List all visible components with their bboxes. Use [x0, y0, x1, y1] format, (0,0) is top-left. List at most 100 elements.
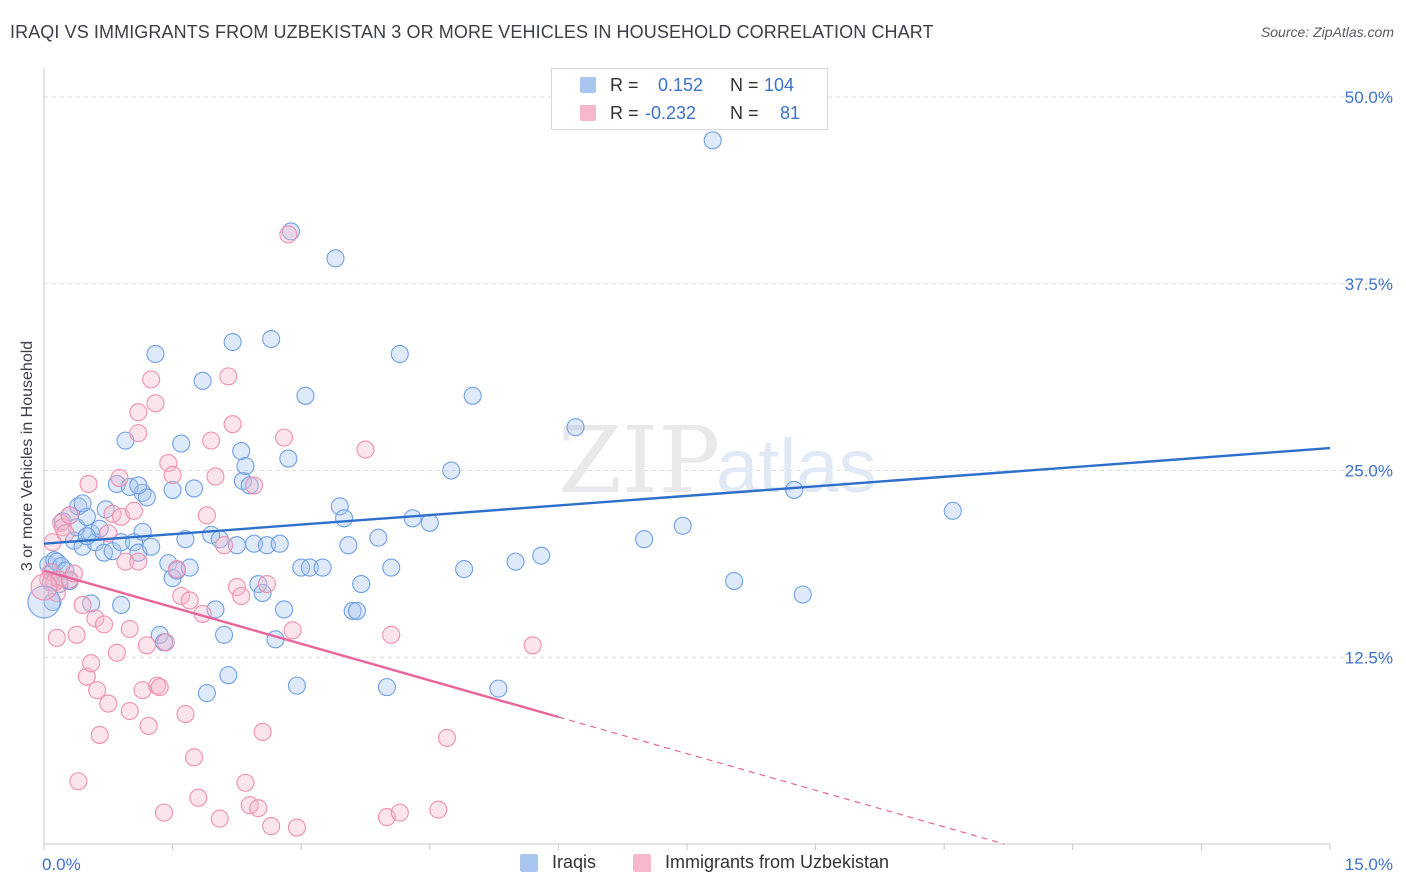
uzbekistan-point: [73, 595, 92, 615]
uzbekistan-point: [154, 803, 174, 822]
iraqis-point: [176, 530, 195, 549]
uzbekistan-point: [82, 654, 101, 673]
uzbekistan-point: [197, 506, 216, 525]
iraqis-point: [73, 494, 92, 513]
legend-r-label: R =: [610, 75, 639, 95]
uzbekistan-point: [156, 633, 175, 652]
iraqis-point: [489, 679, 508, 698]
stats-legend: R = 0.152 N = 104 R = -0.232 N = 81: [551, 68, 828, 130]
iraqis-point: [455, 560, 474, 579]
uzbekistan-point: [150, 678, 169, 697]
iraqis-point: [532, 546, 551, 565]
uzbekistan-point: [202, 431, 221, 450]
uzbekistan-point: [146, 394, 165, 413]
watermark: ZIP atlas: [558, 407, 877, 514]
legend-n-label: N =: [730, 75, 759, 95]
uzbekistan-point: [287, 818, 306, 837]
iraqis-point: [163, 480, 182, 499]
iraqis-point: [129, 476, 148, 495]
iraqis-point: [172, 434, 191, 453]
uzbekistan-point: [30, 573, 58, 601]
iraqis-point: [253, 583, 272, 603]
uzbekistan-point: [79, 474, 98, 493]
iraqis-point: [146, 344, 165, 364]
uzbekistan-point: [159, 453, 178, 473]
uzbekistan-point: [262, 817, 281, 836]
uzbekistan-point: [124, 501, 144, 520]
watermark-atlas: atlas: [716, 424, 877, 509]
uzbekistan-point: [90, 725, 109, 744]
iraqis-point: [197, 684, 216, 703]
uzbekistan-point: [382, 625, 401, 644]
iraqis-point: [112, 595, 131, 615]
iraqis-point: [943, 501, 962, 520]
uzbekistan-point: [133, 681, 152, 700]
uzbekistan-point: [107, 643, 126, 662]
uzbekistan-point: [184, 748, 204, 767]
uzbekistan-point: [206, 467, 225, 486]
iraqis-point: [673, 516, 692, 535]
legend-swatch-iraqis: [580, 77, 596, 93]
uzbekistan-point: [116, 552, 135, 571]
uzbekistan-point: [275, 428, 294, 447]
iraqis-point: [232, 442, 251, 461]
uzbekistan-point: [523, 636, 542, 655]
gridlines: [44, 96, 1390, 658]
uzbekistan-point: [129, 403, 148, 422]
bottom-legend-swatch-uzbekistan: [633, 854, 651, 872]
uzbekistan-point: [232, 586, 251, 606]
legend-r-value: 0.152: [658, 75, 704, 95]
iraqis-point: [300, 558, 319, 577]
iraqis-point: [347, 601, 366, 620]
uzbekistan-point: [390, 803, 409, 822]
uzbekistan-point: [356, 440, 375, 459]
uzbekistan-point: [120, 701, 139, 721]
uzbekistan-point: [163, 465, 182, 485]
iraqis-point: [506, 552, 525, 571]
iraqis-point: [287, 676, 306, 695]
uzbekistan-point: [180, 591, 199, 610]
legend-row-uzbekistan: R = -0.232 N = 81: [552, 101, 827, 127]
iraqis-point: [390, 344, 409, 364]
iraqis-point: [369, 528, 388, 547]
iraqis-point: [270, 534, 289, 553]
tick-labels: 12.5% 25.0% 37.5% 50.0% 0.0% 15.0%: [42, 88, 1393, 874]
uzbekistan-point: [139, 716, 158, 736]
legend-r-label: R =: [610, 103, 639, 123]
uzbekistan-point: [69, 772, 88, 791]
uzbekistan-point: [99, 694, 118, 713]
iraqis-point: [403, 509, 422, 528]
iraqis-point: [566, 418, 585, 437]
iraqis-point: [43, 592, 62, 612]
iraqis-point: [279, 449, 298, 468]
iraqis-point: [184, 479, 204, 498]
uzbekistan-point: [94, 615, 114, 634]
iraqis-point: [703, 131, 722, 150]
legend-r-value: -0.232: [645, 103, 697, 123]
trend-lines: [43, 446, 1331, 845]
iraqis-point: [240, 476, 259, 495]
uzbekistan-point: [172, 586, 191, 606]
iraqis-point: [214, 625, 234, 644]
iraqis-point: [339, 536, 358, 555]
uzbekistan-point: [223, 415, 242, 434]
uzbekistan-point: [253, 722, 272, 742]
iraqis-trend-line: [43, 446, 1331, 545]
legend-swatch-uzbekistan: [580, 105, 596, 121]
iraqis-point: [193, 371, 212, 390]
uzbekistan-point: [137, 636, 156, 655]
uzbekistan-point: [227, 577, 246, 597]
uzbekistan-point: [47, 628, 66, 647]
iraqis-point: [236, 456, 255, 476]
uzbekistan-point: [88, 681, 107, 700]
uzbekistan-point: [56, 524, 75, 543]
uzbekistan-point: [167, 560, 186, 579]
iraqis-point: [725, 572, 744, 591]
iraqis-point: [793, 585, 812, 604]
uzbekistan-point: [257, 574, 276, 594]
iraqis-point: [377, 678, 396, 697]
x-tick-label: 0.0%: [42, 855, 81, 874]
bottom-legend-label-iraqis: Iraqis: [552, 852, 597, 872]
uzbekistan-trend-extension: [558, 716, 1005, 845]
